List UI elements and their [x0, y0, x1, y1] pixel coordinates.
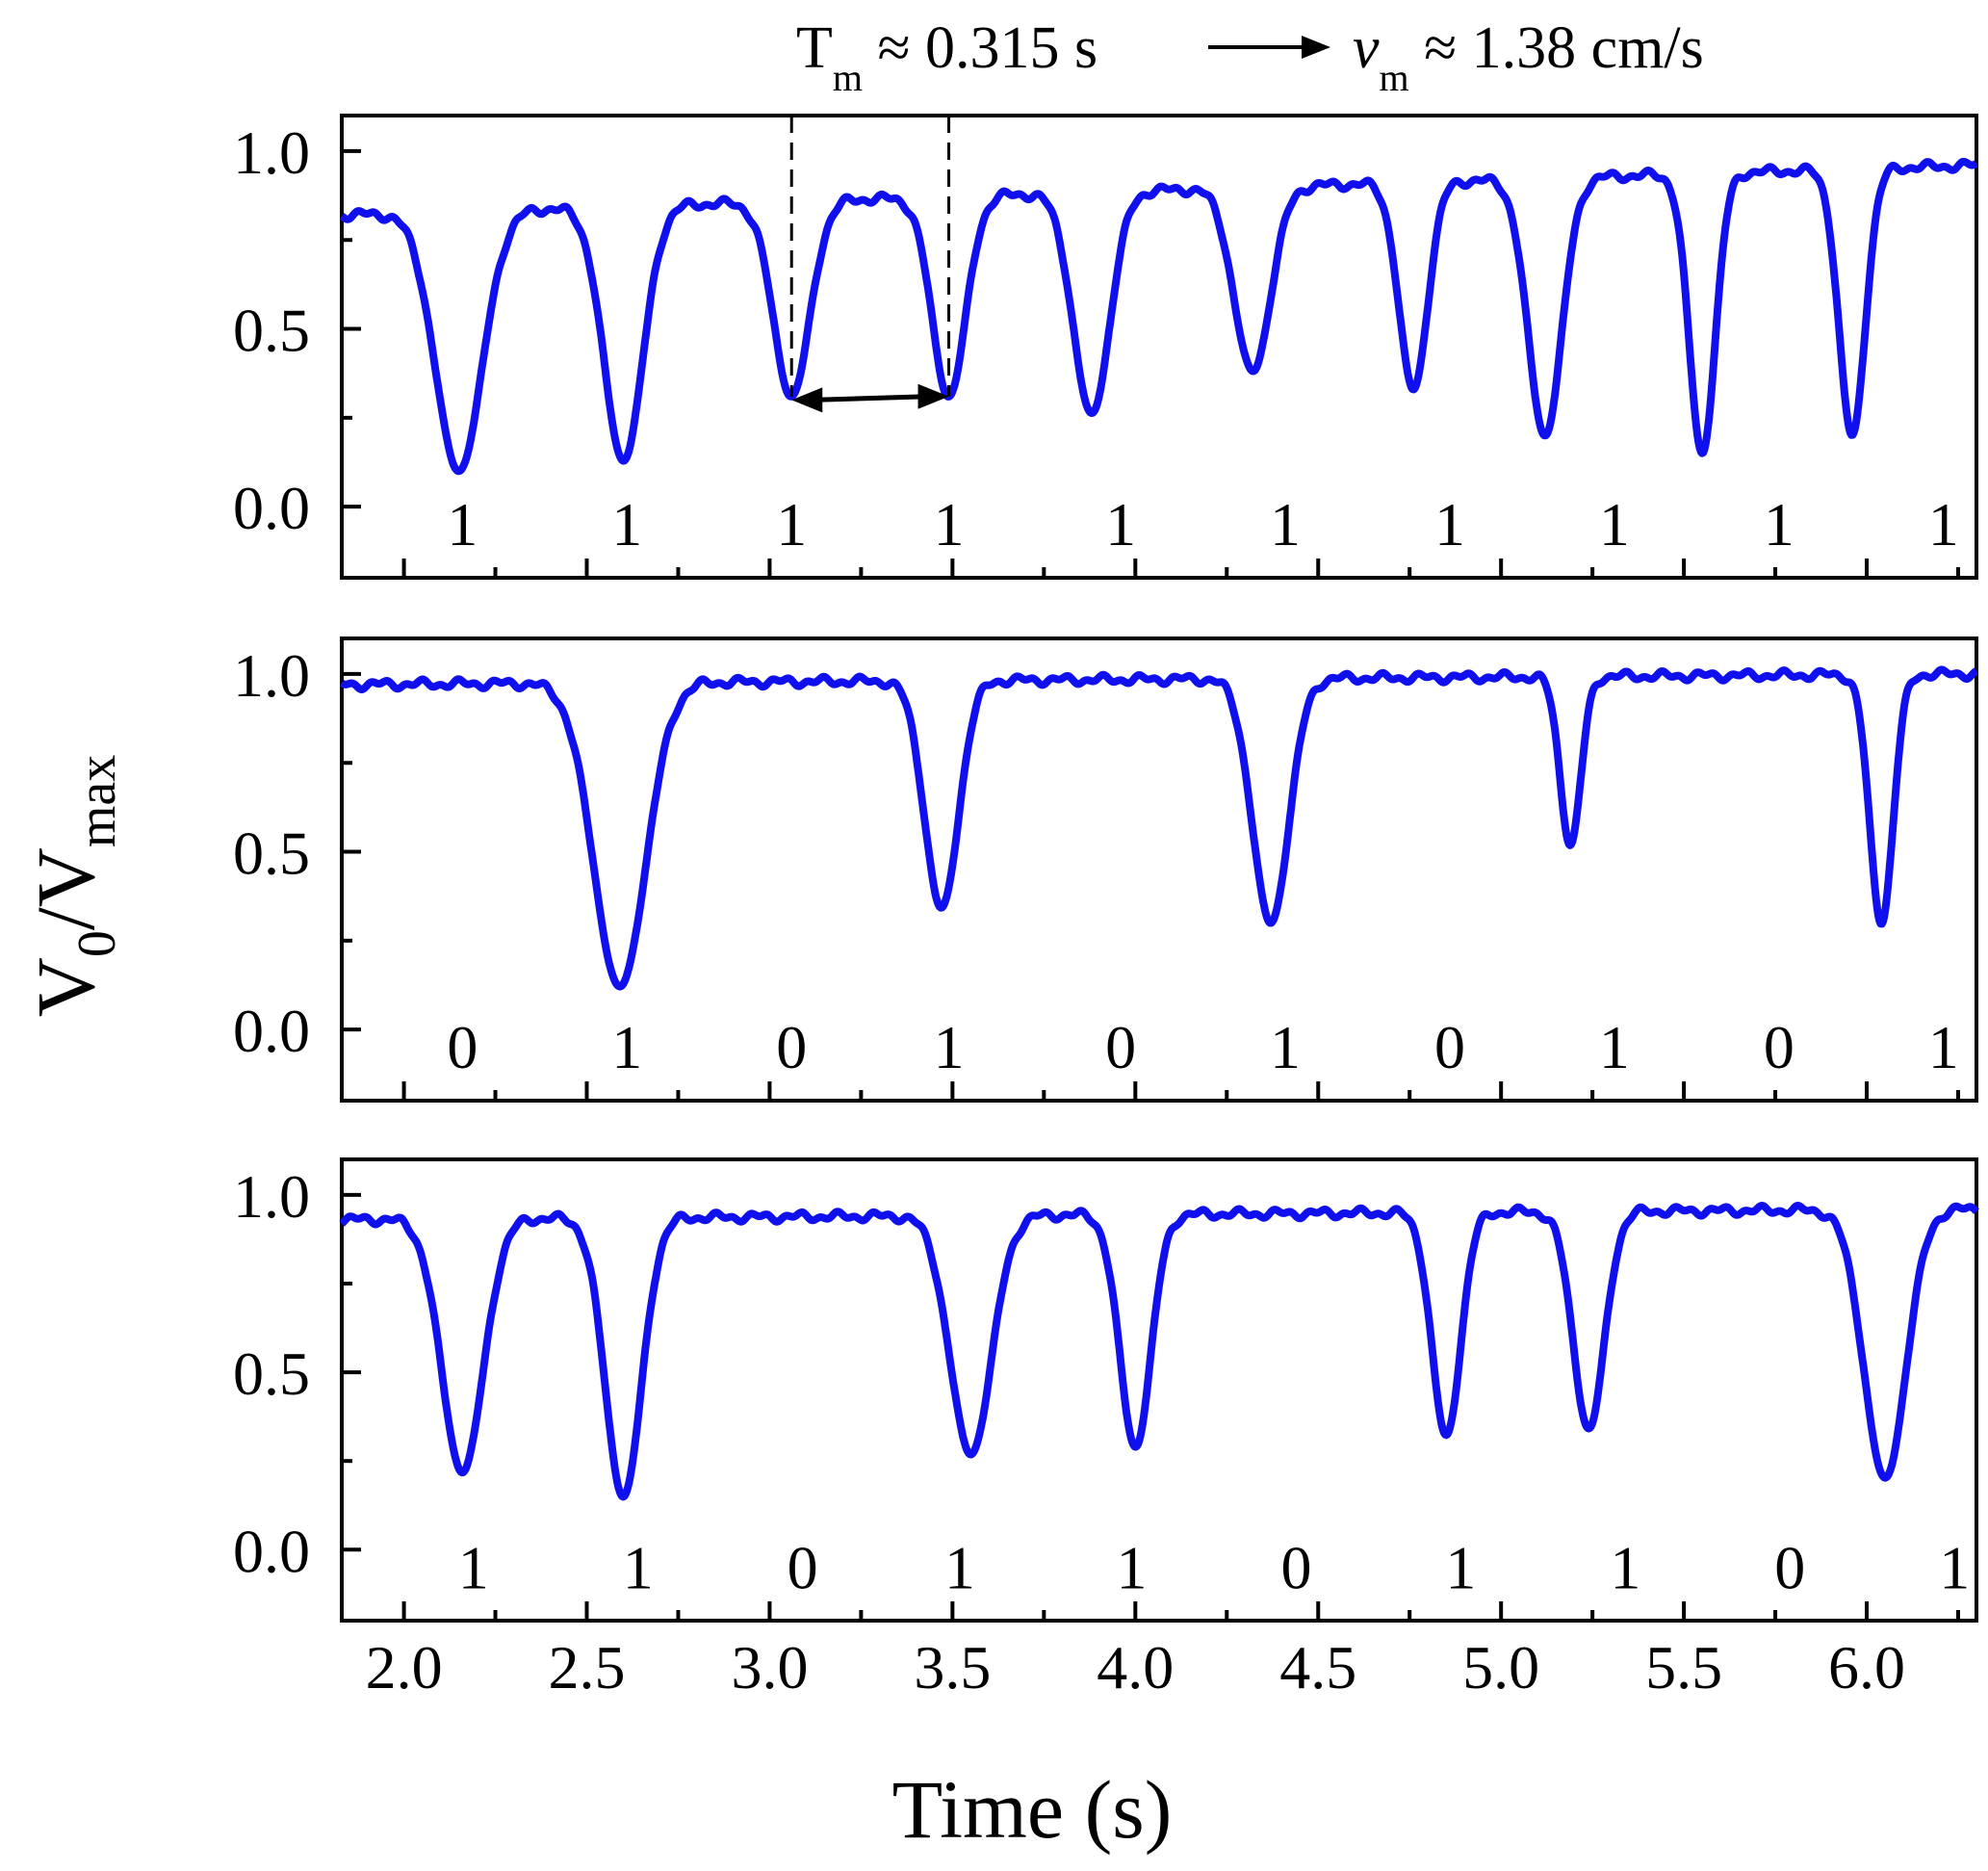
svg-text:V0/Vmax: V0/Vmax — [19, 755, 127, 1018]
velocity-value: ≈ 1.38 cm/s — [1409, 15, 1704, 81]
x-tick-label: 3.5 — [914, 1633, 991, 1702]
y-tick-label: 1.0 — [233, 118, 310, 187]
bit-label: 0 — [1774, 1533, 1805, 1601]
bit-label: 1 — [1105, 490, 1136, 559]
bit-label: 1 — [1939, 1533, 1970, 1601]
y-tick-label: 1.0 — [233, 641, 310, 710]
bit-label: 1 — [1599, 1013, 1630, 1081]
period-arrow-head-left — [791, 387, 823, 413]
bit-label: 1 — [1764, 490, 1794, 559]
bit-label: 1 — [944, 1533, 975, 1601]
x-tick-label: 4.0 — [1097, 1633, 1174, 1702]
bit-label: 1 — [1599, 490, 1630, 559]
x-tick-label: 2.5 — [549, 1633, 626, 1702]
period-label: T — [796, 15, 833, 81]
y-tick-label: 0.0 — [233, 474, 310, 542]
y-label-v: V — [19, 957, 112, 1017]
y-tick-label: 0.0 — [233, 1517, 310, 1585]
y-tick-label: 0.5 — [233, 1339, 310, 1408]
x-tick-label: 2.0 — [366, 1633, 443, 1702]
y-tick-label: 0.5 — [233, 297, 310, 365]
y-tick-label: 1.0 — [233, 1162, 310, 1231]
bit-label: 1 — [1270, 1013, 1301, 1081]
x-tick-label: 5.5 — [1645, 1633, 1722, 1702]
signal-trace-0 — [339, 157, 1979, 476]
signal-trace-1 — [339, 665, 1979, 991]
bit-label: 0 — [1764, 1013, 1794, 1081]
y-label-slash: /V — [19, 847, 112, 930]
panel-bottom: 0.0 0.5 1.0 1 1 0 1 1 0 1 1 0 1 — [233, 1157, 1979, 1623]
x-tick-label: 4.5 — [1279, 1633, 1356, 1702]
bit-label: 1 — [1270, 490, 1301, 559]
bit-label: 1 — [623, 1533, 654, 1601]
velocity-subscript: m — [1380, 56, 1409, 99]
bit-label: 1 — [1117, 1533, 1148, 1601]
velocity-annotation: vm ≈ 1.38 cm/s — [1353, 15, 1704, 99]
period-value: ≈ 0.315 s — [863, 15, 1097, 81]
bit-label: 1 — [611, 490, 642, 559]
panel-top: 0.0 0.5 1.0 1 1 1 1 1 1 1 1 1 1 — [233, 114, 1979, 580]
y-label-sub0: 0 — [67, 930, 127, 957]
bit-label: 1 — [458, 1533, 489, 1601]
bit-label: 0 — [776, 1013, 807, 1081]
bit-label: 1 — [1610, 1533, 1640, 1601]
x-tick-labels: 2.0 2.5 3.0 3.5 4.0 4.5 5.0 5.5 6.0 — [366, 1633, 1905, 1702]
period-subscript: m — [833, 56, 863, 99]
period-velocity-annotation: Tm ≈ 0.315 s — [796, 15, 1097, 99]
bit-label: 0 — [787, 1533, 818, 1601]
plot-frame — [340, 1157, 1978, 1623]
bit-label: 1 — [1434, 490, 1465, 559]
y-label-sub1: max — [67, 755, 127, 847]
bit-label: 0 — [1280, 1533, 1311, 1601]
y-axis-label: V0/Vmax — [19, 755, 127, 1018]
bit-label: 1 — [1445, 1533, 1476, 1601]
period-arrow-line — [813, 394, 928, 403]
bit-label: 0 — [1105, 1013, 1136, 1081]
bit-label: 1 — [611, 1013, 642, 1081]
signal-trace-2 — [339, 1202, 1979, 1501]
plot-frame — [340, 114, 1978, 580]
velocity-label: v — [1353, 15, 1380, 81]
bit-label: 1 — [1928, 490, 1959, 559]
y-tick-label: 0.5 — [233, 819, 310, 888]
bit-label: 1 — [776, 490, 807, 559]
panel-middle: 0.0 0.5 1.0 0 1 0 1 0 1 0 1 0 1 — [233, 637, 1979, 1103]
bit-label: 1 — [1928, 1013, 1959, 1081]
plot-frame — [340, 637, 1978, 1103]
x-tick-label: 3.0 — [731, 1633, 808, 1702]
period-arrow-head-right — [917, 383, 949, 409]
bit-label: 1 — [934, 1013, 965, 1081]
bit-label: 1 — [934, 490, 965, 559]
y-tick-label: 0.0 — [233, 997, 310, 1065]
x-axis-label: Time (s) — [892, 1763, 1173, 1856]
bit-label: 0 — [447, 1013, 478, 1081]
annotation-arrow — [1208, 36, 1330, 59]
bit-label: 1 — [447, 490, 478, 559]
bit-label: 0 — [1434, 1013, 1465, 1081]
x-tick-label: 6.0 — [1828, 1633, 1905, 1702]
x-tick-label: 5.0 — [1462, 1633, 1539, 1702]
